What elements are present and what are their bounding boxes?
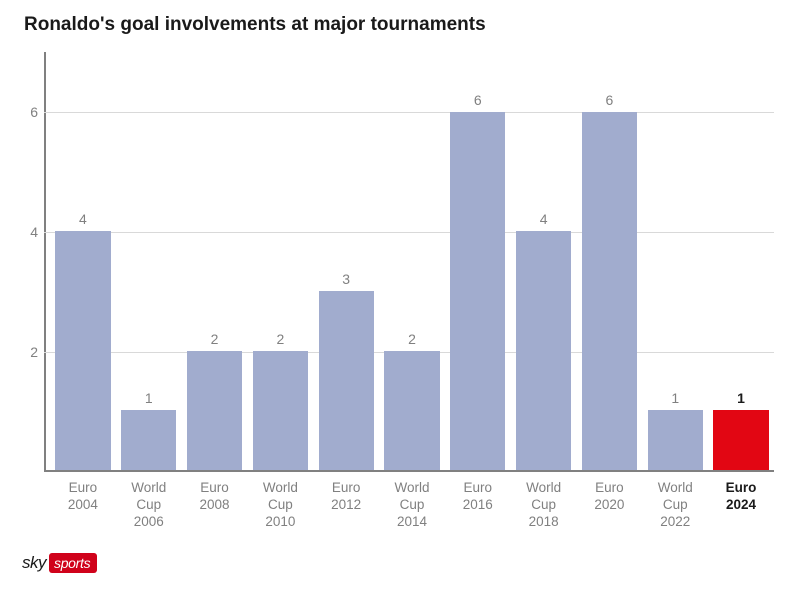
bar-value-label: 1: [671, 390, 679, 406]
bar: [516, 231, 571, 470]
bar-value-label: 4: [540, 211, 548, 227]
x-axis-label: WorldCup2022: [642, 480, 708, 531]
y-tick-label: 4: [24, 224, 38, 240]
x-axis: [44, 470, 774, 472]
bar-value-label: 2: [408, 331, 416, 347]
bar-value-label: 4: [79, 211, 87, 227]
bar: [713, 410, 768, 470]
bar: [121, 410, 176, 470]
bar: [582, 112, 637, 470]
bar: [187, 351, 242, 470]
x-axis-label: Euro2004: [50, 480, 116, 531]
x-axis-label: Euro2012: [313, 480, 379, 531]
bar-slot: 1: [642, 390, 708, 470]
x-axis-label: Euro2016: [445, 480, 511, 531]
bar-value-label: 3: [342, 271, 350, 287]
bar-slot: 4: [50, 211, 116, 470]
y-axis: [44, 52, 46, 472]
bar-value-label: 6: [606, 92, 614, 108]
x-axis-label: Euro2008: [182, 480, 248, 531]
bar-slot: 1: [116, 390, 182, 470]
bar-slot: 2: [247, 331, 313, 470]
bar: [253, 351, 308, 470]
bar: [384, 351, 439, 470]
bar-value-label: 2: [276, 331, 284, 347]
bar: [648, 410, 703, 470]
bar-slot: 3: [313, 271, 379, 470]
x-axis-label: Euro2020: [577, 480, 643, 531]
bar-slot: 6: [445, 92, 511, 470]
bar-slot: 1: [708, 390, 774, 470]
bar-value-label: 6: [474, 92, 482, 108]
logo-prefix: sky: [22, 553, 46, 573]
bar-slot: 4: [511, 211, 577, 470]
y-tick-label: 6: [24, 104, 38, 120]
bar: [450, 112, 505, 470]
plot-area: 2 4 6 4 1 2 2 3 2 6 4 6 1 1: [44, 52, 774, 472]
x-axis-label: Euro2024: [708, 480, 774, 531]
x-axis-label: WorldCup2018: [511, 480, 577, 531]
bar: [55, 231, 110, 470]
y-tick-label: 2: [24, 344, 38, 360]
x-axis-label: WorldCup2006: [116, 480, 182, 531]
bar-value-label: 1: [737, 390, 745, 406]
bar-value-label: 1: [145, 390, 153, 406]
x-axis-label: WorldCup2010: [247, 480, 313, 531]
x-axis-label: WorldCup2014: [379, 480, 445, 531]
bar-slot: 6: [577, 92, 643, 470]
logo-suffix: sports: [49, 553, 97, 573]
chart-title: Ronaldo's goal involvements at major tou…: [24, 14, 486, 36]
bar-slot: 2: [379, 331, 445, 470]
bar-slot: 2: [182, 331, 248, 470]
bar-value-label: 2: [211, 331, 219, 347]
bars-container: 4 1 2 2 3 2 6 4 6 1 1: [50, 52, 774, 470]
sky-sports-logo: sky sports: [22, 553, 97, 573]
bar: [319, 291, 374, 470]
x-labels: Euro2004WorldCup2006Euro2008WorldCup2010…: [50, 480, 774, 531]
